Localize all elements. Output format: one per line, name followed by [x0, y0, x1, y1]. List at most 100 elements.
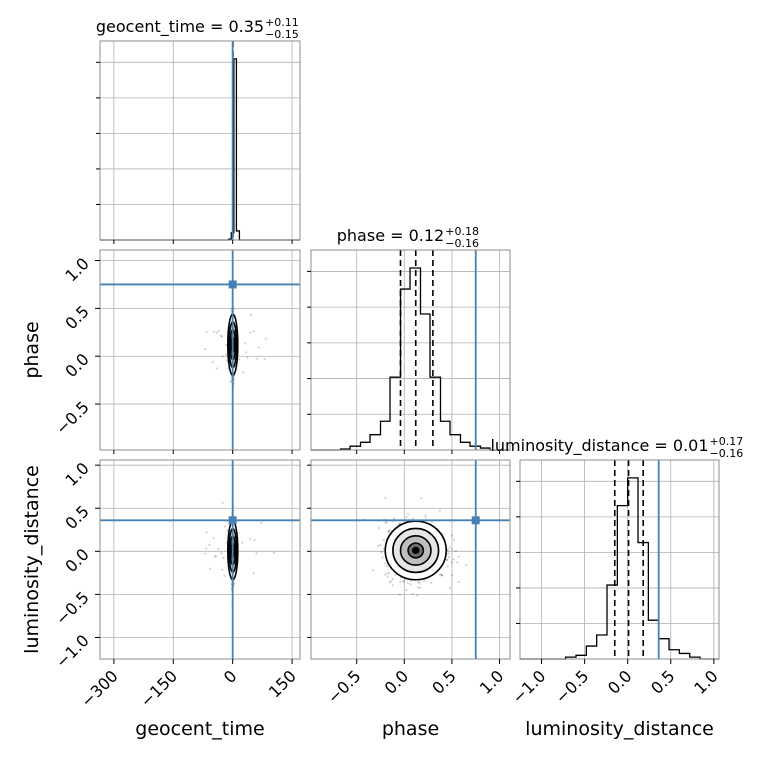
- scatter-point: [450, 534, 454, 537]
- scatter-point: [424, 516, 427, 519]
- x-tick-label: 0.5: [428, 666, 459, 697]
- scatter-point: [441, 574, 444, 577]
- y-axis-label-luminosity_distance: luminosity_distance: [21, 465, 43, 654]
- scatter-point: [440, 573, 443, 577]
- panel-phase-geocent_time: [100, 250, 300, 450]
- scatter-point: [386, 572, 389, 575]
- scatter-point: [464, 564, 468, 567]
- scatter-point: [253, 539, 256, 542]
- scatter-point: [454, 549, 457, 553]
- scatter-point: [221, 568, 224, 571]
- title-text: luminosity_distance = 0.01: [490, 436, 708, 456]
- scatter-point: [204, 552, 207, 555]
- scatter-point: [245, 351, 248, 354]
- title-upper-error: +0.11: [265, 16, 299, 29]
- scatter-point: [220, 552, 223, 555]
- scatter-point: [246, 356, 249, 359]
- histogram-phase: [311, 267, 510, 451]
- scatter-point: [405, 515, 408, 518]
- scatter-point: [411, 592, 414, 596]
- scatter-point: [244, 342, 247, 345]
- scatter-point: [249, 313, 253, 316]
- scatter-point: [420, 496, 423, 500]
- scatter-point: [402, 580, 405, 583]
- y-tick-label: 0.5: [61, 502, 92, 533]
- scatter-point: [212, 330, 216, 333]
- panel-border: [99, 249, 301, 451]
- y-axis-label-phase: phase: [21, 321, 43, 378]
- title-lower-error: −0.16: [445, 237, 479, 250]
- scatter-point: [257, 346, 260, 349]
- scatter-point: [249, 331, 252, 334]
- scatter-point: [409, 583, 412, 586]
- scatter-point: [450, 561, 454, 564]
- title-lower-error: −0.15: [265, 28, 299, 41]
- scatter-point: [399, 580, 402, 584]
- scatter-point: [402, 579, 406, 582]
- scatter-point: [372, 568, 375, 572]
- scatter-point: [438, 573, 441, 576]
- scatter-point: [446, 549, 449, 552]
- scatter-point: [384, 562, 387, 565]
- scatter-point: [389, 580, 392, 583]
- scatter-point: [217, 547, 220, 550]
- scatter-point: [387, 530, 390, 533]
- scatter-point: [221, 501, 224, 504]
- panel-border: [99, 459, 301, 660]
- scatter-point: [212, 537, 215, 540]
- truth-marker: [228, 516, 237, 525]
- scatter-point: [233, 378, 236, 381]
- scatter-point: [388, 529, 391, 532]
- scatter-point: [423, 580, 426, 583]
- scatter-point: [209, 567, 212, 570]
- x-tick-label: −1.0: [508, 666, 549, 707]
- histogram-luminosity_distance: [520, 477, 719, 660]
- scatter-point: [457, 581, 460, 584]
- scatter-point: [445, 558, 448, 561]
- panel-luminosity_distance-geocent_time: [100, 460, 300, 659]
- x-tick-label: 150: [265, 666, 300, 701]
- scatter-point: [447, 552, 450, 555]
- scatter-point: [225, 353, 228, 356]
- x-tick-label: 0.0: [381, 666, 412, 697]
- panel-luminosity_distance-luminosity_distance: [520, 460, 719, 659]
- scatter-point: [249, 537, 252, 541]
- scatter-point: [205, 330, 208, 334]
- x-tick-label: 0: [220, 666, 241, 687]
- scatter-point: [405, 588, 408, 592]
- panel-title-luminosity_distance: luminosity_distance = 0.01 +0.17−0.16: [490, 435, 743, 460]
- scatter-point: [204, 348, 207, 351]
- scatter-point: [255, 552, 258, 555]
- scatter-point: [214, 555, 217, 558]
- x-axis-label-phase: phase: [382, 718, 439, 740]
- scatter-point: [431, 520, 434, 523]
- scatter-point: [446, 558, 449, 561]
- scatter-point: [452, 558, 455, 561]
- x-tick-label: 1.0: [476, 666, 507, 697]
- scatter-point: [264, 337, 267, 340]
- scatter-point: [252, 329, 255, 333]
- x-axis-label-luminosity_distance: luminosity_distance: [525, 718, 714, 740]
- scatter-point: [398, 522, 401, 525]
- title-upper-error: +0.18: [445, 225, 479, 238]
- x-tick-label: 0.5: [647, 666, 678, 697]
- scatter-point: [451, 574, 454, 577]
- truth-marker: [228, 280, 237, 289]
- scatter-point: [424, 514, 427, 517]
- scatter-point: [416, 594, 419, 597]
- scatter-point: [384, 573, 387, 576]
- scatter-point: [377, 526, 380, 529]
- scatter-point: [382, 538, 385, 541]
- title-lower-error: −0.16: [710, 447, 744, 460]
- scatter-point: [380, 551, 383, 554]
- scatter-point: [451, 548, 454, 551]
- scatter-point: [238, 358, 241, 361]
- scatter-point: [263, 357, 266, 361]
- scatter-point: [438, 509, 442, 512]
- scatter-point: [384, 497, 387, 500]
- scatter-point: [205, 547, 208, 550]
- y-tick-label: 1.0: [61, 459, 92, 490]
- panel-border: [519, 459, 720, 660]
- panel-border: [99, 40, 301, 241]
